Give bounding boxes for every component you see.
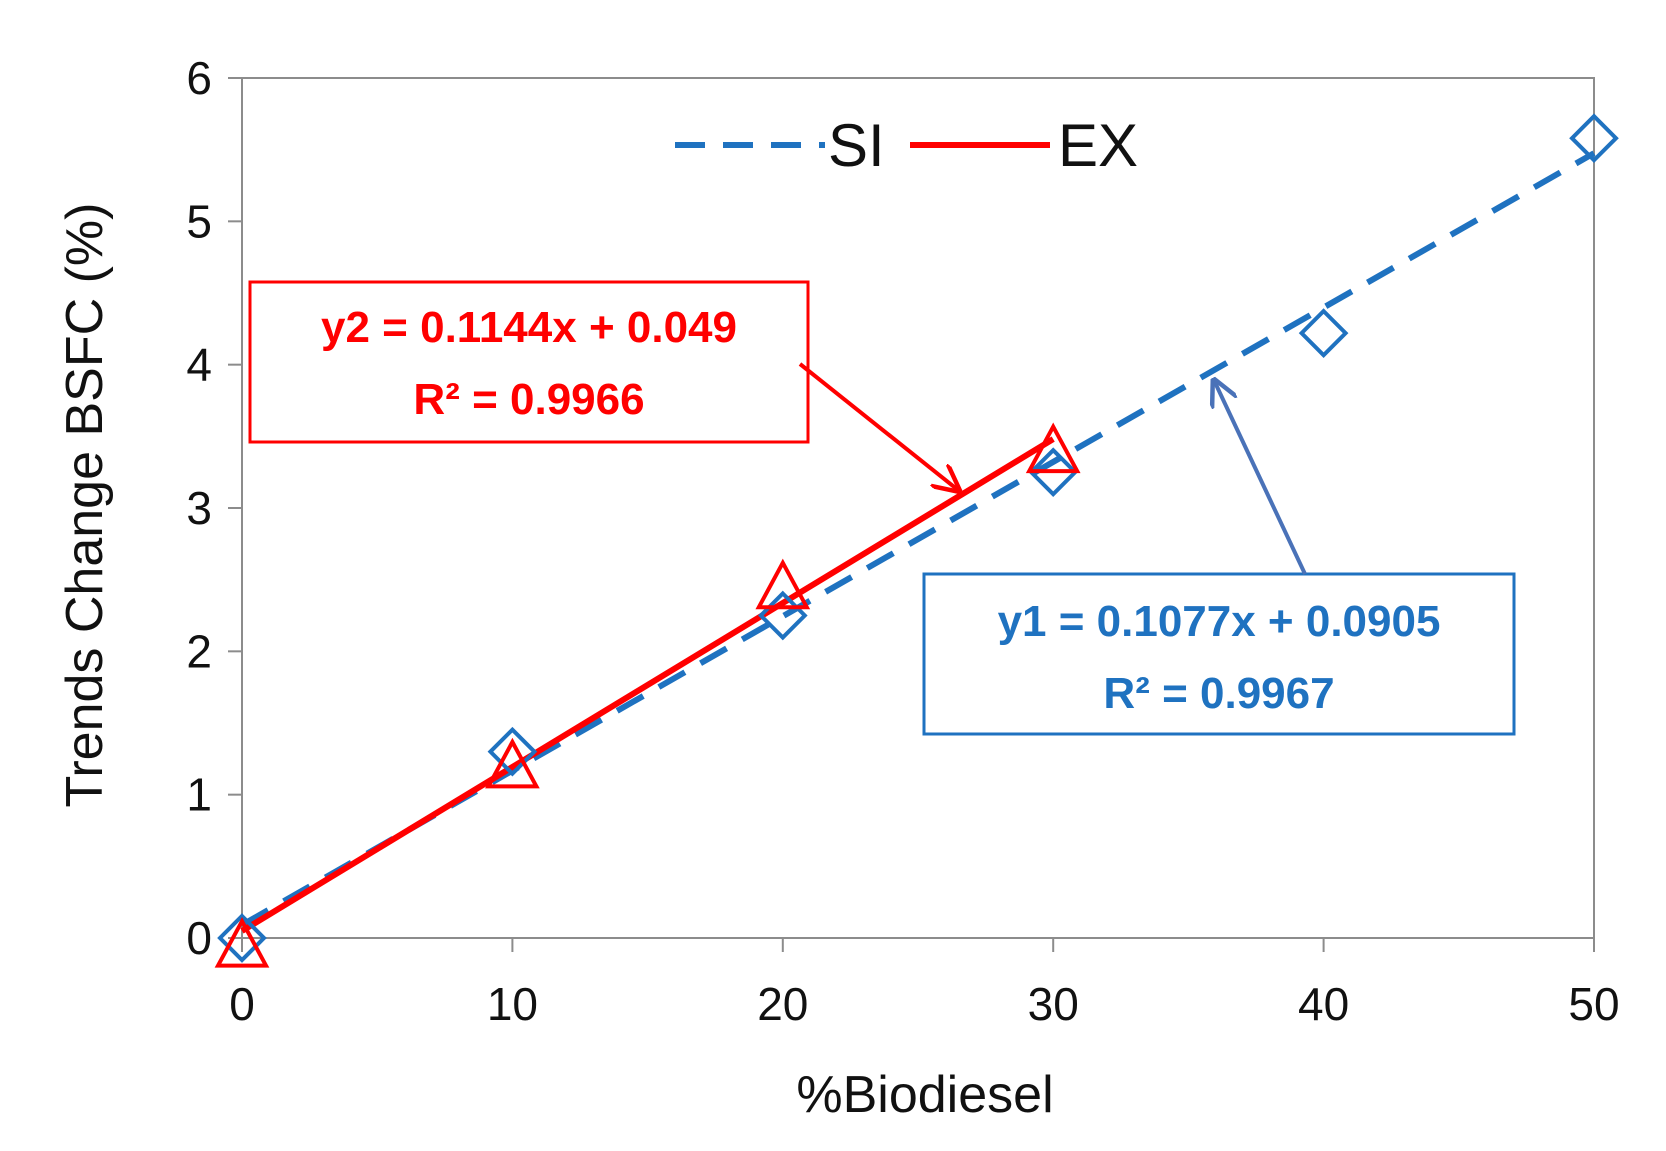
- x-tick-label: 0: [229, 978, 255, 1030]
- data-point-ex: [1025, 422, 1081, 474]
- y-tick-label: 4: [186, 339, 212, 391]
- si-annotation-arrow: [1214, 380, 1307, 575]
- trendline-ex: [240, 436, 1055, 934]
- si-equation-frame: [922, 572, 1516, 736]
- data-point-si: [1028, 447, 1079, 497]
- x-tick-label: 40: [1298, 978, 1349, 1030]
- data-point-ex: [755, 558, 811, 610]
- data-point-si: [1298, 308, 1349, 358]
- ex-equation-text: y2 = 0.1144x + 0.049: [321, 303, 737, 352]
- y-tick-label: 2: [186, 625, 212, 677]
- y-tick-label: 6: [186, 52, 212, 104]
- data-point-ex: [485, 737, 540, 789]
- x-axis-title: %Biodiesel: [796, 1066, 1053, 1124]
- x-tick-label: 20: [757, 978, 808, 1030]
- si-equation-box: y1 = 0.1077x + 0.0905 R² = 0.9967: [922, 572, 1516, 736]
- legend: SI EX: [675, 112, 1138, 179]
- x-tick-label: 50: [1568, 978, 1619, 1030]
- si-r-squared-text: R² = 0.9967: [1103, 669, 1334, 718]
- data-point-si: [217, 913, 267, 963]
- ex-equation-box: y2 = 0.1144x + 0.049 R² = 0.9966: [248, 280, 810, 444]
- legend-si-label: SI: [828, 112, 885, 179]
- ex-annotation-arrow: [798, 362, 959, 490]
- y-axis-title: Trends Change BSFC (%): [56, 203, 114, 808]
- si-equation-text: y1 = 0.1077x + 0.0905: [998, 597, 1441, 646]
- ex-equation-frame: [248, 280, 810, 444]
- data-point-ex: [214, 916, 270, 968]
- y-tick-label: 5: [186, 195, 212, 247]
- x-tick-label: 10: [487, 978, 538, 1030]
- ex-r-squared-text: R² = 0.9966: [413, 375, 644, 424]
- data-point-si: [1569, 113, 1619, 164]
- y-tick-label: 0: [186, 912, 212, 964]
- legend-ex-label: EX: [1058, 112, 1138, 179]
- y-tick-label: 1: [186, 769, 212, 821]
- y-tick-label: 3: [186, 482, 212, 534]
- data-point-si: [487, 726, 538, 777]
- x-tick-label: 30: [1028, 978, 1079, 1030]
